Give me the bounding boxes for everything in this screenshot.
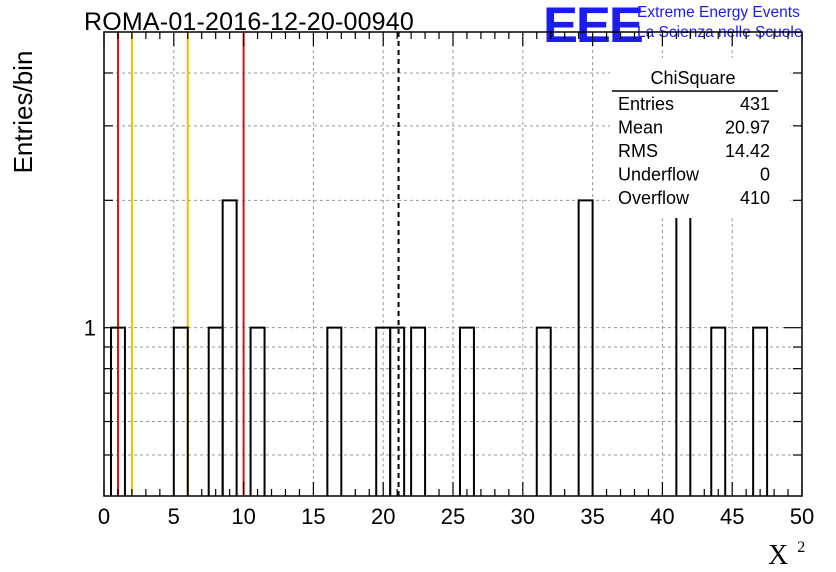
x-tick-labels: 0 5 10 15 20 25 30 35 40 45 50 <box>98 504 814 529</box>
x-tick-label-5: 5 <box>168 504 180 529</box>
eee-logo: EEE Extreme Energy Events La Scienza nel… <box>543 0 833 53</box>
histogram-bin-11 <box>577 199 594 496</box>
logo-line1: Extreme Energy Events <box>637 4 800 21</box>
stats-value-rms: 14.42 <box>725 141 770 161</box>
histogram-bin-12 <box>675 199 692 496</box>
x-tick-label-50: 50 <box>790 504 814 529</box>
histogram-bin-13 <box>710 326 727 496</box>
stats-value-overflow: 410 <box>740 188 770 208</box>
histogram-bin-4 <box>249 326 266 496</box>
histogram-bin-10 <box>535 326 552 496</box>
stats-rows: Entries 431 Mean 20.97 RMS 14.42 Underflow 0 Ove… <box>618 94 770 208</box>
histogram-bin-14 <box>752 326 769 496</box>
histogram-bin-5 <box>326 326 343 496</box>
stats-label-underflow: Underflow <box>618 165 700 185</box>
y-tick-label-1: 1 <box>84 316 96 341</box>
stats-name: ChiSquare <box>650 68 735 88</box>
x-tick-label-10: 10 <box>231 504 255 529</box>
stats-value-underflow: 0 <box>760 165 770 185</box>
histogram-bins <box>109 199 769 496</box>
x-tick-label-20: 20 <box>371 504 395 529</box>
axis-ticks <box>103 32 803 496</box>
histogram-bin-2 <box>207 326 224 496</box>
x-tick-label-0: 0 <box>98 504 110 529</box>
x-tick-label-40: 40 <box>650 504 674 529</box>
x-axis-label-main: X <box>768 540 788 571</box>
histogram-bin-1 <box>172 326 189 496</box>
stats-label-mean: Mean <box>618 118 663 138</box>
x-axis-label: X 2 <box>768 539 805 571</box>
x-tick-label-15: 15 <box>301 504 325 529</box>
y-axis-label: Entries/bin <box>8 51 38 174</box>
x-tick-label-35: 35 <box>580 504 604 529</box>
stats-label-overflow: Overflow <box>618 188 690 208</box>
histogram-bin-9 <box>458 326 475 496</box>
stats-box: ChiSquare Entries 431 Mean 20.97 RMS 14.42 Und… <box>610 58 790 218</box>
x-axis-label-sup: 2 <box>797 539 805 556</box>
histogram-bin-7 <box>389 326 406 496</box>
x-tick-label-25: 25 <box>441 504 465 529</box>
stats-label-rms: RMS <box>618 141 658 161</box>
x-tick-label-30: 30 <box>511 504 535 529</box>
stats-label-entries: Entries <box>618 94 674 114</box>
stats-value-mean: 20.97 <box>725 118 770 138</box>
logo-mark: EEE <box>543 0 644 53</box>
reference-lines <box>116 32 400 496</box>
histogram-bin-3 <box>221 199 238 496</box>
x-tick-label-45: 45 <box>720 504 744 529</box>
histogram-bin-8 <box>410 326 427 496</box>
stats-value-entries: 431 <box>740 94 770 114</box>
y-tick-labels: 1 <box>84 316 96 341</box>
